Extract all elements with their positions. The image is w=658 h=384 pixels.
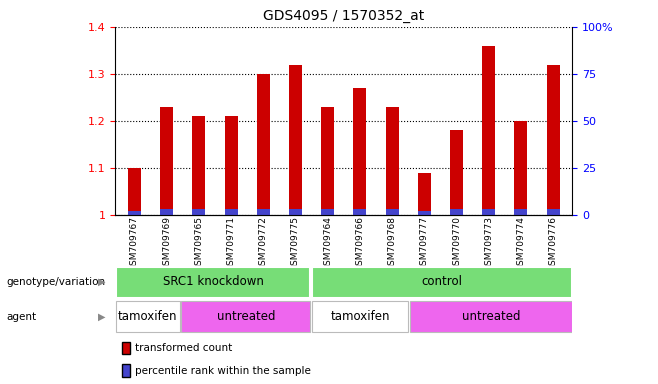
Bar: [257, 209, 270, 215]
Text: control: control: [421, 275, 463, 288]
Text: ▶: ▶: [98, 277, 106, 287]
Bar: [547, 65, 559, 215]
Text: transformed count: transformed count: [135, 343, 232, 353]
Bar: [482, 46, 495, 215]
Bar: [128, 168, 141, 215]
Bar: [289, 209, 302, 215]
Bar: [257, 74, 270, 215]
Bar: [353, 88, 367, 215]
Text: untreated: untreated: [216, 310, 275, 323]
Bar: [450, 131, 463, 215]
Bar: [515, 209, 527, 215]
Bar: [289, 65, 302, 215]
Bar: [418, 173, 431, 215]
Bar: [312, 301, 409, 332]
Bar: [181, 301, 311, 332]
Bar: [192, 209, 205, 215]
Bar: [515, 121, 527, 215]
Bar: [547, 209, 559, 215]
Bar: [482, 209, 495, 215]
Bar: [224, 116, 238, 215]
Text: tamoxifen: tamoxifen: [118, 310, 178, 323]
Text: untreated: untreated: [461, 310, 520, 323]
Text: ▶: ▶: [98, 312, 106, 322]
Bar: [128, 211, 141, 215]
Text: tamoxifen: tamoxifen: [330, 310, 390, 323]
Bar: [450, 209, 463, 215]
Bar: [353, 209, 367, 215]
Bar: [224, 209, 238, 215]
Bar: [418, 211, 431, 215]
Bar: [161, 209, 173, 215]
Bar: [410, 301, 572, 332]
Bar: [386, 107, 399, 215]
Title: GDS4095 / 1570352_at: GDS4095 / 1570352_at: [263, 9, 424, 23]
Bar: [321, 209, 334, 215]
Bar: [321, 107, 334, 215]
Bar: [161, 107, 173, 215]
Bar: [192, 116, 205, 215]
Text: agent: agent: [7, 312, 37, 322]
Bar: [386, 209, 399, 215]
Bar: [116, 267, 311, 298]
Text: percentile rank within the sample: percentile rank within the sample: [135, 366, 311, 376]
Text: genotype/variation: genotype/variation: [7, 277, 106, 287]
Bar: [312, 267, 572, 298]
Bar: [116, 301, 180, 332]
Text: SRC1 knockdown: SRC1 knockdown: [163, 275, 264, 288]
